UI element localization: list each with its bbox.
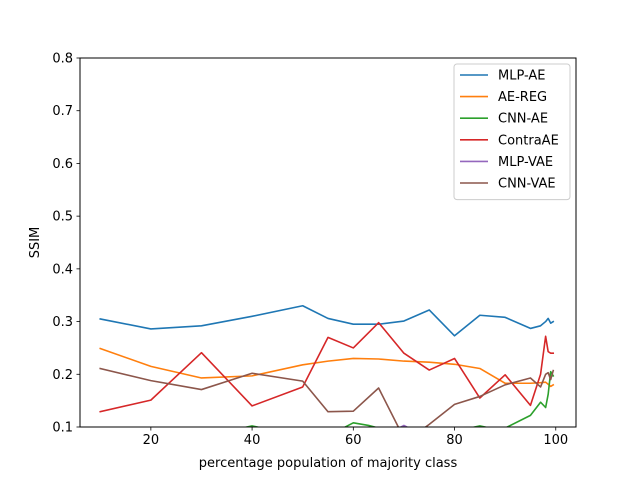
y-tick-label: 0.7 [52,104,73,119]
series-line-cnn-vae [99,367,555,427]
plot-frame [79,57,577,428]
legend-label-cnn-ae: CNN-AE [498,112,548,127]
y-axis-ticks: 0.1 0.2 0.3 0.4 0.5 0.6 0.7 0.8 [52,52,80,436]
y-tick-label: 0.5 [52,210,73,225]
y-tick-label: 0.3 [52,315,73,330]
series-line-mlp-vae [399,424,409,427]
y-tick-label: 0.1 [52,421,73,436]
legend-label-mlp-vae: MLP-VAE [498,155,553,170]
y-tick-label: 0.2 [52,368,73,383]
x-axis-ticks: 20 40 60 80 100 [143,427,568,448]
legend-label-ae-reg: AE-REG [498,90,547,105]
legend-label-mlp-ae: MLP-AE [498,69,546,84]
x-tick-label: 100 [543,433,568,448]
series-line-contraae [99,321,555,413]
x-tick-label: 40 [244,433,261,448]
series-line-mlp-ae [99,304,555,337]
x-axis-label: percentage population of majority class [199,456,458,471]
y-tick-label: 0.8 [52,52,73,67]
x-tick-label: 60 [345,433,362,448]
legend: MLP-AE AE-REG CNN-AE ContraAE MLP-VAE CNN-VAE [453,63,571,201]
series-layer [99,304,555,427]
y-axis-label: SSIM [28,227,43,259]
series-line-ae-reg [99,347,555,388]
y-tick-label: 0.6 [52,157,73,172]
x-tick-label: 20 [143,433,160,448]
series-line-cnn-ae [243,370,555,427]
legend-box [453,63,571,201]
legend-label-contraae: ContraAE [498,133,559,148]
legend-label-cnn-vae: CNN-VAE [498,177,556,192]
y-tick-label: 0.4 [52,262,73,277]
x-tick-label: 80 [446,433,463,448]
